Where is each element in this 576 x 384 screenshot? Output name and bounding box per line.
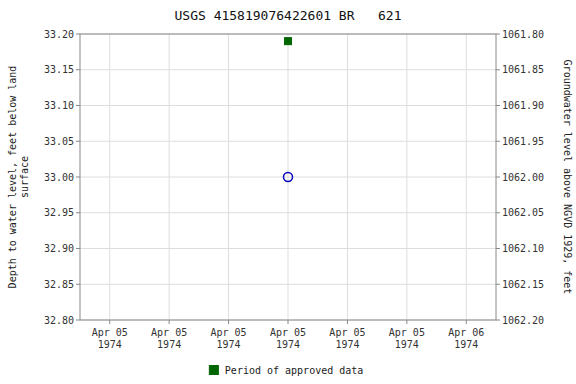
y-tick-label: 33.20 (44, 29, 74, 40)
tick-mark (169, 320, 170, 324)
grid-line (109, 34, 110, 320)
tick-mark (228, 320, 229, 324)
grid (80, 34, 496, 320)
tick-mark (496, 177, 500, 178)
background (0, 0, 576, 384)
tick-mark (76, 105, 80, 106)
tick-mark (76, 248, 80, 249)
grid-line (288, 34, 289, 320)
tick-mark (496, 141, 500, 142)
grid-line (169, 34, 170, 320)
tick-mark (406, 320, 407, 324)
y2-axis-label: Groundwater level above NGVD 1929, feet (562, 60, 573, 295)
x-tick-label: Apr 051974 (211, 327, 247, 350)
title: USGS 415819076422601 BR 621 (175, 8, 402, 23)
tick-mark (76, 284, 80, 285)
legend-swatch (209, 366, 218, 375)
marks (284, 38, 293, 182)
tick-mark (496, 105, 500, 106)
grid-line (466, 34, 467, 320)
y-tick-label: 32.90 (44, 243, 74, 254)
legend: Period of approved data (209, 365, 363, 376)
grid-line (228, 34, 229, 320)
y2-tick-label: 1061.85 (502, 64, 544, 75)
y-tick-label: 33.15 (44, 64, 74, 75)
x-tick-label: Apr 051974 (389, 327, 425, 350)
y-axis-label: Depth to water level, feet below landsur… (7, 66, 30, 289)
y2-tick-label: 1062.05 (502, 207, 544, 218)
x-tick-label: Apr 051974 (270, 327, 306, 350)
y2-tick-label: 1062.20 (502, 315, 544, 326)
tick-mark (76, 212, 80, 213)
tick-mark (496, 69, 500, 70)
grid-line (406, 34, 407, 320)
plot-frame (80, 34, 496, 320)
x-tick-label: Apr 051974 (151, 327, 187, 350)
legend-label: Period of approved data (225, 365, 363, 376)
y-tick-label: 32.95 (44, 207, 74, 218)
tick-mark (496, 320, 500, 321)
y-tick-label: 32.80 (44, 315, 74, 326)
y-tick-label: 33.10 (44, 100, 74, 111)
y-tick-label: 33.05 (44, 136, 74, 147)
y2-tick-label: 1061.90 (502, 100, 544, 111)
y2-tick-label: 1062.15 (502, 279, 544, 290)
tick-mark (466, 320, 467, 324)
tick-mark (76, 34, 80, 35)
point (284, 173, 293, 182)
tick-mark (496, 34, 500, 35)
y-tick-label: 32.85 (44, 279, 74, 290)
x-tick-label: Apr 051974 (92, 327, 128, 350)
tick-mark (76, 141, 80, 142)
y2-tick-label: 1061.80 (502, 29, 544, 40)
tick-mark (288, 320, 289, 324)
tick-mark (347, 320, 348, 324)
x-tick-label: Apr 061974 (448, 327, 484, 350)
y2-tick-label: 1062.10 (502, 243, 544, 254)
tick-mark (496, 284, 500, 285)
tick-mark (76, 69, 80, 70)
y-tick-label: 33.00 (44, 172, 74, 183)
tick-mark (76, 320, 80, 321)
y2-tick-label: 1062.00 (502, 172, 544, 183)
point (285, 38, 292, 45)
y2-tick-label: 1061.95 (502, 136, 544, 147)
x-tick-label: Apr 051974 (329, 327, 365, 350)
tick-mark (109, 320, 110, 324)
tick-mark (496, 248, 500, 249)
tick-mark (76, 177, 80, 178)
tick-mark (496, 212, 500, 213)
grid-line (347, 34, 348, 320)
